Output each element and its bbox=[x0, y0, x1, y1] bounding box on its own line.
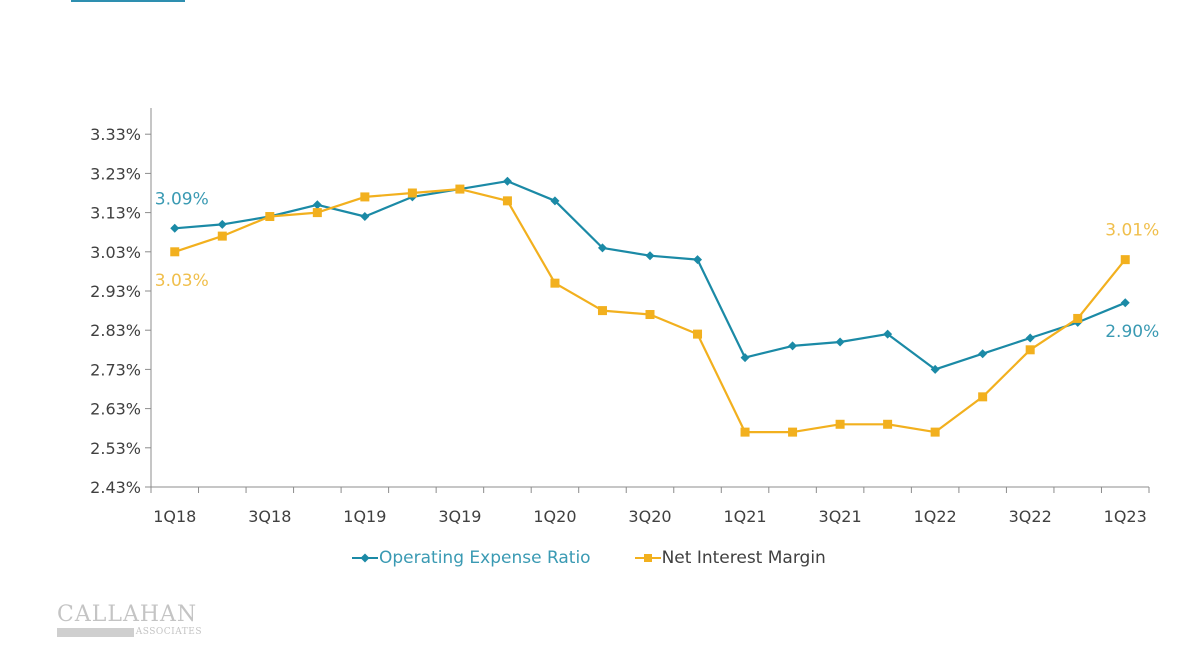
x-tick-label: 1Q22 bbox=[914, 507, 957, 526]
data-point-square bbox=[978, 392, 988, 402]
data-point-square bbox=[265, 212, 275, 222]
y-tick-label: 2.73% bbox=[90, 360, 141, 379]
data-point-diamond bbox=[360, 212, 370, 222]
legend-item-net-interest-margin[interactable]: Net Interest Margin bbox=[634, 548, 826, 568]
data-point-diamond bbox=[835, 337, 845, 347]
x-tick-label: 3Q21 bbox=[819, 507, 862, 526]
y-tick-label: 3.23% bbox=[90, 164, 141, 183]
chart-legend: Operating Expense Ratio Net Interest Mar… bbox=[352, 548, 826, 568]
data-point-diamond bbox=[978, 349, 988, 359]
square-marker-icon bbox=[634, 551, 661, 565]
data-point-square bbox=[597, 306, 607, 316]
data-label: 3.03% bbox=[155, 271, 209, 291]
logo-name: CALLAHAN bbox=[57, 602, 198, 627]
data-point-diamond bbox=[1025, 333, 1035, 343]
data-point-square bbox=[455, 184, 465, 194]
data-point-diamond bbox=[883, 329, 893, 339]
data-point-diamond bbox=[645, 251, 655, 261]
callahan-logo: CALLAHAN ASSOCIATES bbox=[57, 604, 202, 638]
y-tick-label: 2.83% bbox=[90, 321, 141, 340]
data-point-diamond bbox=[550, 196, 560, 206]
x-tick-label: 1Q18 bbox=[153, 507, 196, 526]
logo-sub: ASSOCIATES bbox=[135, 627, 202, 637]
data-point-diamond bbox=[312, 200, 322, 210]
data-label: 3.01% bbox=[1105, 221, 1159, 241]
header-accent-bar bbox=[71, 0, 185, 2]
logo-bar bbox=[57, 627, 134, 637]
data-point-square bbox=[217, 231, 227, 241]
x-tick-label: 1Q21 bbox=[723, 507, 766, 526]
data-point-diamond bbox=[740, 353, 750, 363]
data-point-square bbox=[835, 419, 845, 429]
legend-label: Operating Expense Ratio bbox=[379, 548, 591, 568]
x-tick-label: 1Q23 bbox=[1104, 507, 1147, 526]
y-tick-label: 2.93% bbox=[90, 282, 141, 301]
data-point-square bbox=[170, 247, 180, 257]
data-point-square bbox=[312, 208, 322, 218]
data-point-square bbox=[1120, 255, 1130, 265]
data-point-square bbox=[883, 419, 893, 429]
data-point-diamond bbox=[693, 255, 703, 265]
x-tick-label: 3Q18 bbox=[248, 507, 291, 526]
data-point-square bbox=[502, 196, 512, 206]
data-point-diamond bbox=[788, 341, 798, 351]
data-point-diamond bbox=[170, 223, 180, 233]
y-tick-label: 2.63% bbox=[90, 400, 141, 419]
data-label: 2.90% bbox=[1105, 322, 1159, 342]
y-tick-label: 3.33% bbox=[90, 125, 141, 144]
x-tick-label: 3Q20 bbox=[628, 507, 671, 526]
y-tick-label: 2.43% bbox=[90, 478, 141, 497]
data-point-diamond bbox=[597, 243, 607, 253]
data-point-square bbox=[550, 278, 560, 288]
data-point-diamond bbox=[930, 364, 940, 374]
data-point-diamond bbox=[1120, 298, 1130, 308]
data-point-square bbox=[788, 427, 798, 437]
data-point-diamond bbox=[217, 219, 227, 229]
data-point-square bbox=[930, 427, 940, 437]
data-point-square bbox=[693, 329, 703, 339]
legend-label: Net Interest Margin bbox=[661, 548, 826, 568]
legend-item-operating-expense-ratio[interactable]: Operating Expense Ratio bbox=[352, 548, 591, 568]
data-point-square bbox=[1073, 313, 1083, 323]
y-tick-label: 3.03% bbox=[90, 243, 141, 262]
diamond-marker-icon bbox=[352, 551, 378, 565]
x-tick-label: 3Q19 bbox=[438, 507, 481, 526]
x-tick-label: 1Q20 bbox=[533, 507, 576, 526]
data-point-square bbox=[1025, 345, 1035, 355]
data-point-square bbox=[360, 192, 370, 202]
data-point-diamond bbox=[502, 176, 512, 186]
y-tick-label: 2.53% bbox=[90, 439, 141, 458]
data-label: 3.09% bbox=[155, 189, 209, 209]
x-tick-label: 3Q22 bbox=[1009, 507, 1052, 526]
data-point-square bbox=[740, 427, 750, 437]
x-tick-label: 1Q19 bbox=[343, 507, 386, 526]
y-tick-label: 3.13% bbox=[90, 204, 141, 223]
data-point-square bbox=[407, 188, 417, 198]
data-point-square bbox=[645, 310, 655, 320]
